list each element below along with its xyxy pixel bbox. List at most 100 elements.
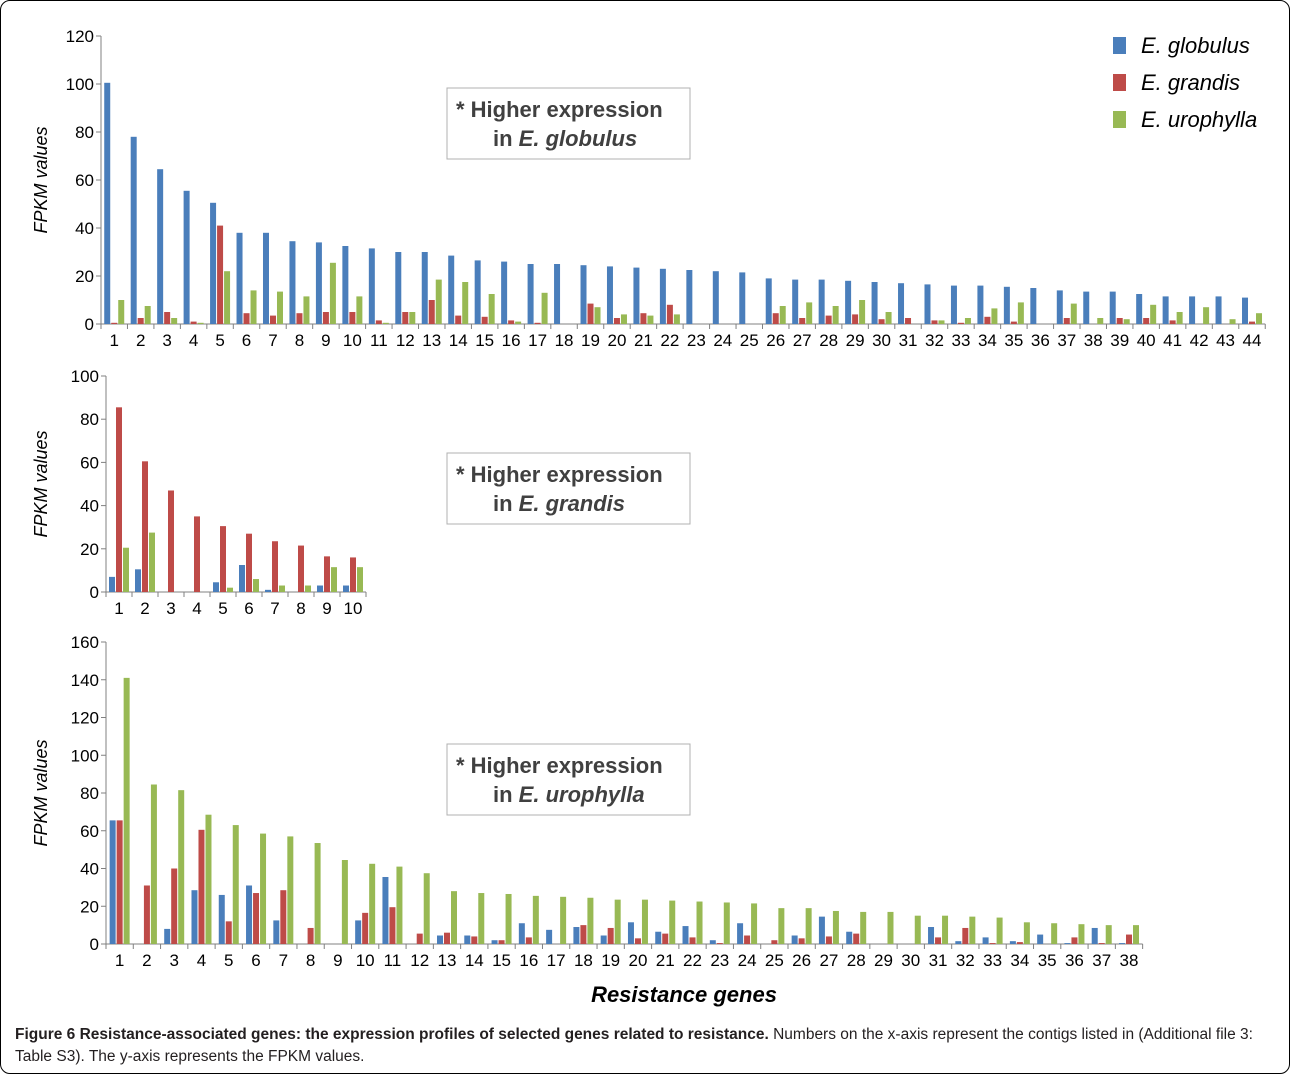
bar (885, 312, 892, 324)
bar (942, 915, 949, 944)
bar (1105, 925, 1112, 944)
x-tick-label: 29 (846, 331, 865, 350)
bar (144, 306, 151, 324)
bar (1242, 297, 1249, 324)
bar (613, 318, 620, 324)
x-tick-label: 24 (738, 951, 757, 970)
x-tick-label: 14 (465, 951, 484, 970)
bar (232, 825, 239, 944)
bar (515, 321, 522, 324)
y-tick-label: 100 (66, 75, 94, 94)
bar (349, 312, 356, 324)
bar (1051, 923, 1058, 944)
bar (634, 938, 641, 944)
bar (982, 937, 989, 944)
bar (1016, 942, 1023, 944)
series-e-urophylla (123, 532, 363, 592)
series-e-globulus (109, 565, 349, 592)
bar (143, 885, 150, 944)
caption-text: Numbers on the x-axis represent the cont… (15, 1026, 1253, 1065)
x-tick-label: 27 (819, 951, 838, 970)
bar (246, 533, 252, 592)
bar (217, 225, 224, 324)
bar (416, 933, 423, 944)
bar (541, 292, 548, 324)
x-tick-label: 1 (109, 331, 118, 350)
bar (846, 931, 853, 944)
bar (123, 677, 130, 944)
caption-label: Figure 6 (15, 1026, 76, 1043)
x-tick-label: 32 (956, 951, 975, 970)
bar (130, 136, 137, 324)
caption-bold: Resistance-associated genes: the express… (79, 1026, 769, 1043)
bar (356, 296, 363, 324)
bar (898, 283, 905, 324)
series-e-grandis (116, 820, 1132, 944)
bar (423, 873, 430, 944)
x-tick-label: 6 (251, 951, 260, 970)
bar (1037, 934, 1044, 944)
bar (171, 318, 178, 324)
annotation-box (446, 452, 691, 525)
bar (878, 319, 885, 324)
y-tick-label: 80 (80, 410, 99, 429)
x-tick-label: 10 (343, 331, 362, 350)
bar (471, 936, 478, 944)
x-tick-label: 23 (710, 951, 729, 970)
bar (296, 313, 303, 324)
bar (307, 927, 314, 944)
bar (659, 268, 666, 324)
y-tick-label: 160 (71, 633, 99, 652)
bar (587, 303, 594, 324)
bar (210, 202, 217, 324)
bar (818, 279, 825, 324)
x-tick-label: 33 (951, 331, 970, 350)
bar (1083, 291, 1090, 324)
legend-label: E. urophylla (1141, 107, 1257, 132)
bar (1003, 286, 1010, 324)
bar (860, 911, 867, 944)
x-tick-label: 13 (438, 951, 457, 970)
bar (647, 315, 654, 324)
x-tick-label: 3 (162, 331, 171, 350)
x-tick-label: 35 (1038, 951, 1057, 970)
annotation-line-2: in E. urophylla (493, 782, 645, 807)
bar (118, 300, 125, 324)
bar (355, 920, 362, 944)
x-tick-label: 6 (244, 599, 253, 618)
x-tick-label: 34 (978, 331, 997, 350)
bar (287, 836, 294, 944)
x-tick-label: 5 (218, 599, 227, 618)
bar (845, 280, 852, 324)
bar (421, 252, 428, 324)
x-tick-label: 39 (1110, 331, 1129, 350)
bar (600, 935, 607, 944)
bar (305, 585, 311, 592)
bar (607, 927, 614, 944)
bar (342, 246, 349, 324)
bar (1189, 296, 1196, 324)
bar (723, 902, 730, 944)
bar (1249, 321, 1256, 324)
x-tick-label: 3 (166, 599, 175, 618)
bar (164, 312, 171, 324)
x-tick-label: 41 (1163, 331, 1182, 350)
bar (116, 820, 123, 944)
bar (739, 272, 746, 324)
bar (409, 312, 416, 324)
x-tick-label: 10 (344, 599, 363, 618)
x-tick-label: 31 (899, 331, 918, 350)
bar (1064, 943, 1071, 944)
x-tick-label: 8 (295, 331, 304, 350)
bar (806, 302, 813, 324)
x-tick-label: 36 (1031, 331, 1050, 350)
bar (669, 900, 676, 944)
y-tick-label: 120 (71, 709, 99, 728)
legend: E. globulus E. grandis E. urophylla (1113, 33, 1257, 132)
bar (183, 190, 190, 324)
bar (969, 916, 976, 944)
x-tick-label: 34 (1010, 951, 1029, 970)
bar (620, 314, 627, 324)
x-tick-label: 28 (819, 331, 838, 350)
x-tick-label: 15 (492, 951, 511, 970)
